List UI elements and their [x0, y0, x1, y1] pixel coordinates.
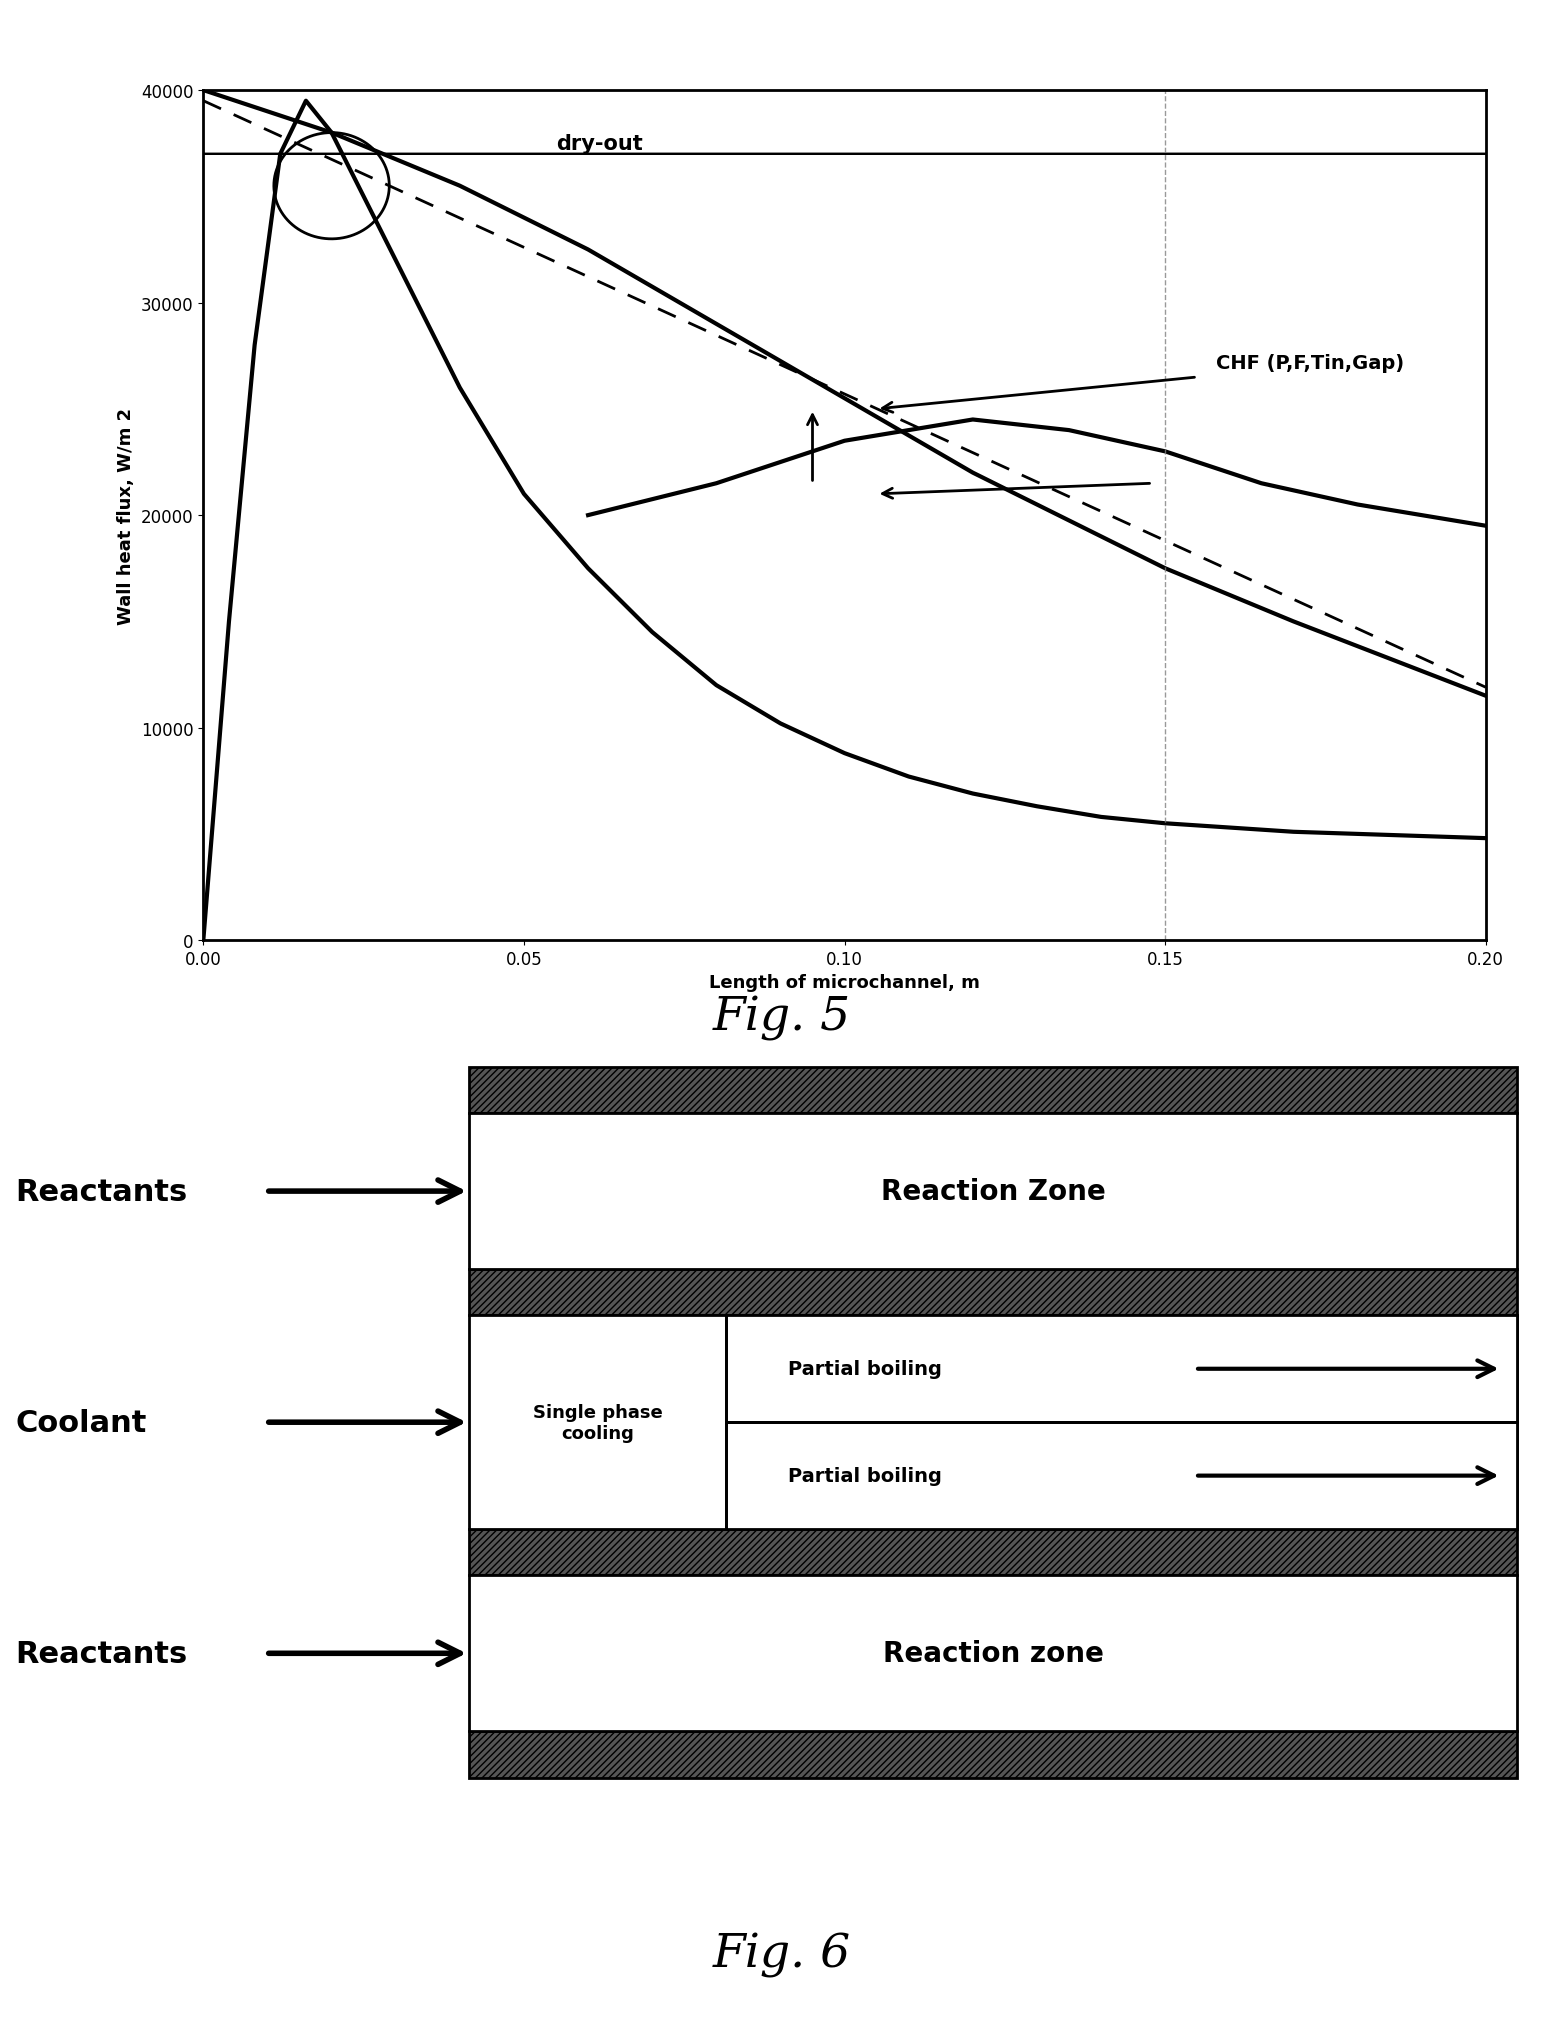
- Bar: [469, 1529, 1517, 1576]
- Text: Coolant: Coolant: [16, 1408, 147, 1436]
- Text: Fig. 6: Fig. 6: [713, 1932, 851, 1976]
- Text: Partial boiling: Partial boiling: [788, 1467, 943, 1485]
- Text: Reaction Zone: Reaction Zone: [881, 1177, 1106, 1206]
- Text: dry-out: dry-out: [557, 134, 643, 154]
- Text: Reaction zone: Reaction zone: [882, 1639, 1104, 1667]
- Y-axis label: Wall heat flux, W/m 2: Wall heat flux, W/m 2: [117, 407, 136, 625]
- Text: CHF (P,F,Tin,Gap): CHF (P,F,Tin,Gap): [1217, 354, 1404, 372]
- X-axis label: Length of microchannel, m: Length of microchannel, m: [708, 973, 981, 991]
- Text: Single phase
cooling: Single phase cooling: [533, 1404, 663, 1442]
- Text: Reactants: Reactants: [16, 1177, 188, 1206]
- Bar: [469, 1732, 1517, 1778]
- Text: Partial boiling: Partial boiling: [788, 1359, 943, 1378]
- Bar: [469, 1315, 1517, 1529]
- Bar: [469, 1268, 1517, 1315]
- Text: Fig. 5: Fig. 5: [713, 995, 851, 1040]
- Bar: [469, 1068, 1517, 1113]
- Bar: [726, 1422, 1517, 1529]
- Text: Reactants: Reactants: [16, 1639, 188, 1669]
- Bar: [469, 1576, 1517, 1732]
- Bar: [469, 1113, 1517, 1268]
- Bar: [726, 1315, 1517, 1422]
